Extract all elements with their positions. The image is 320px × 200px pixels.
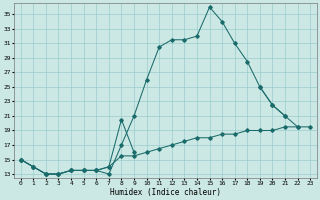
X-axis label: Humidex (Indice chaleur): Humidex (Indice chaleur) [110,188,221,197]
